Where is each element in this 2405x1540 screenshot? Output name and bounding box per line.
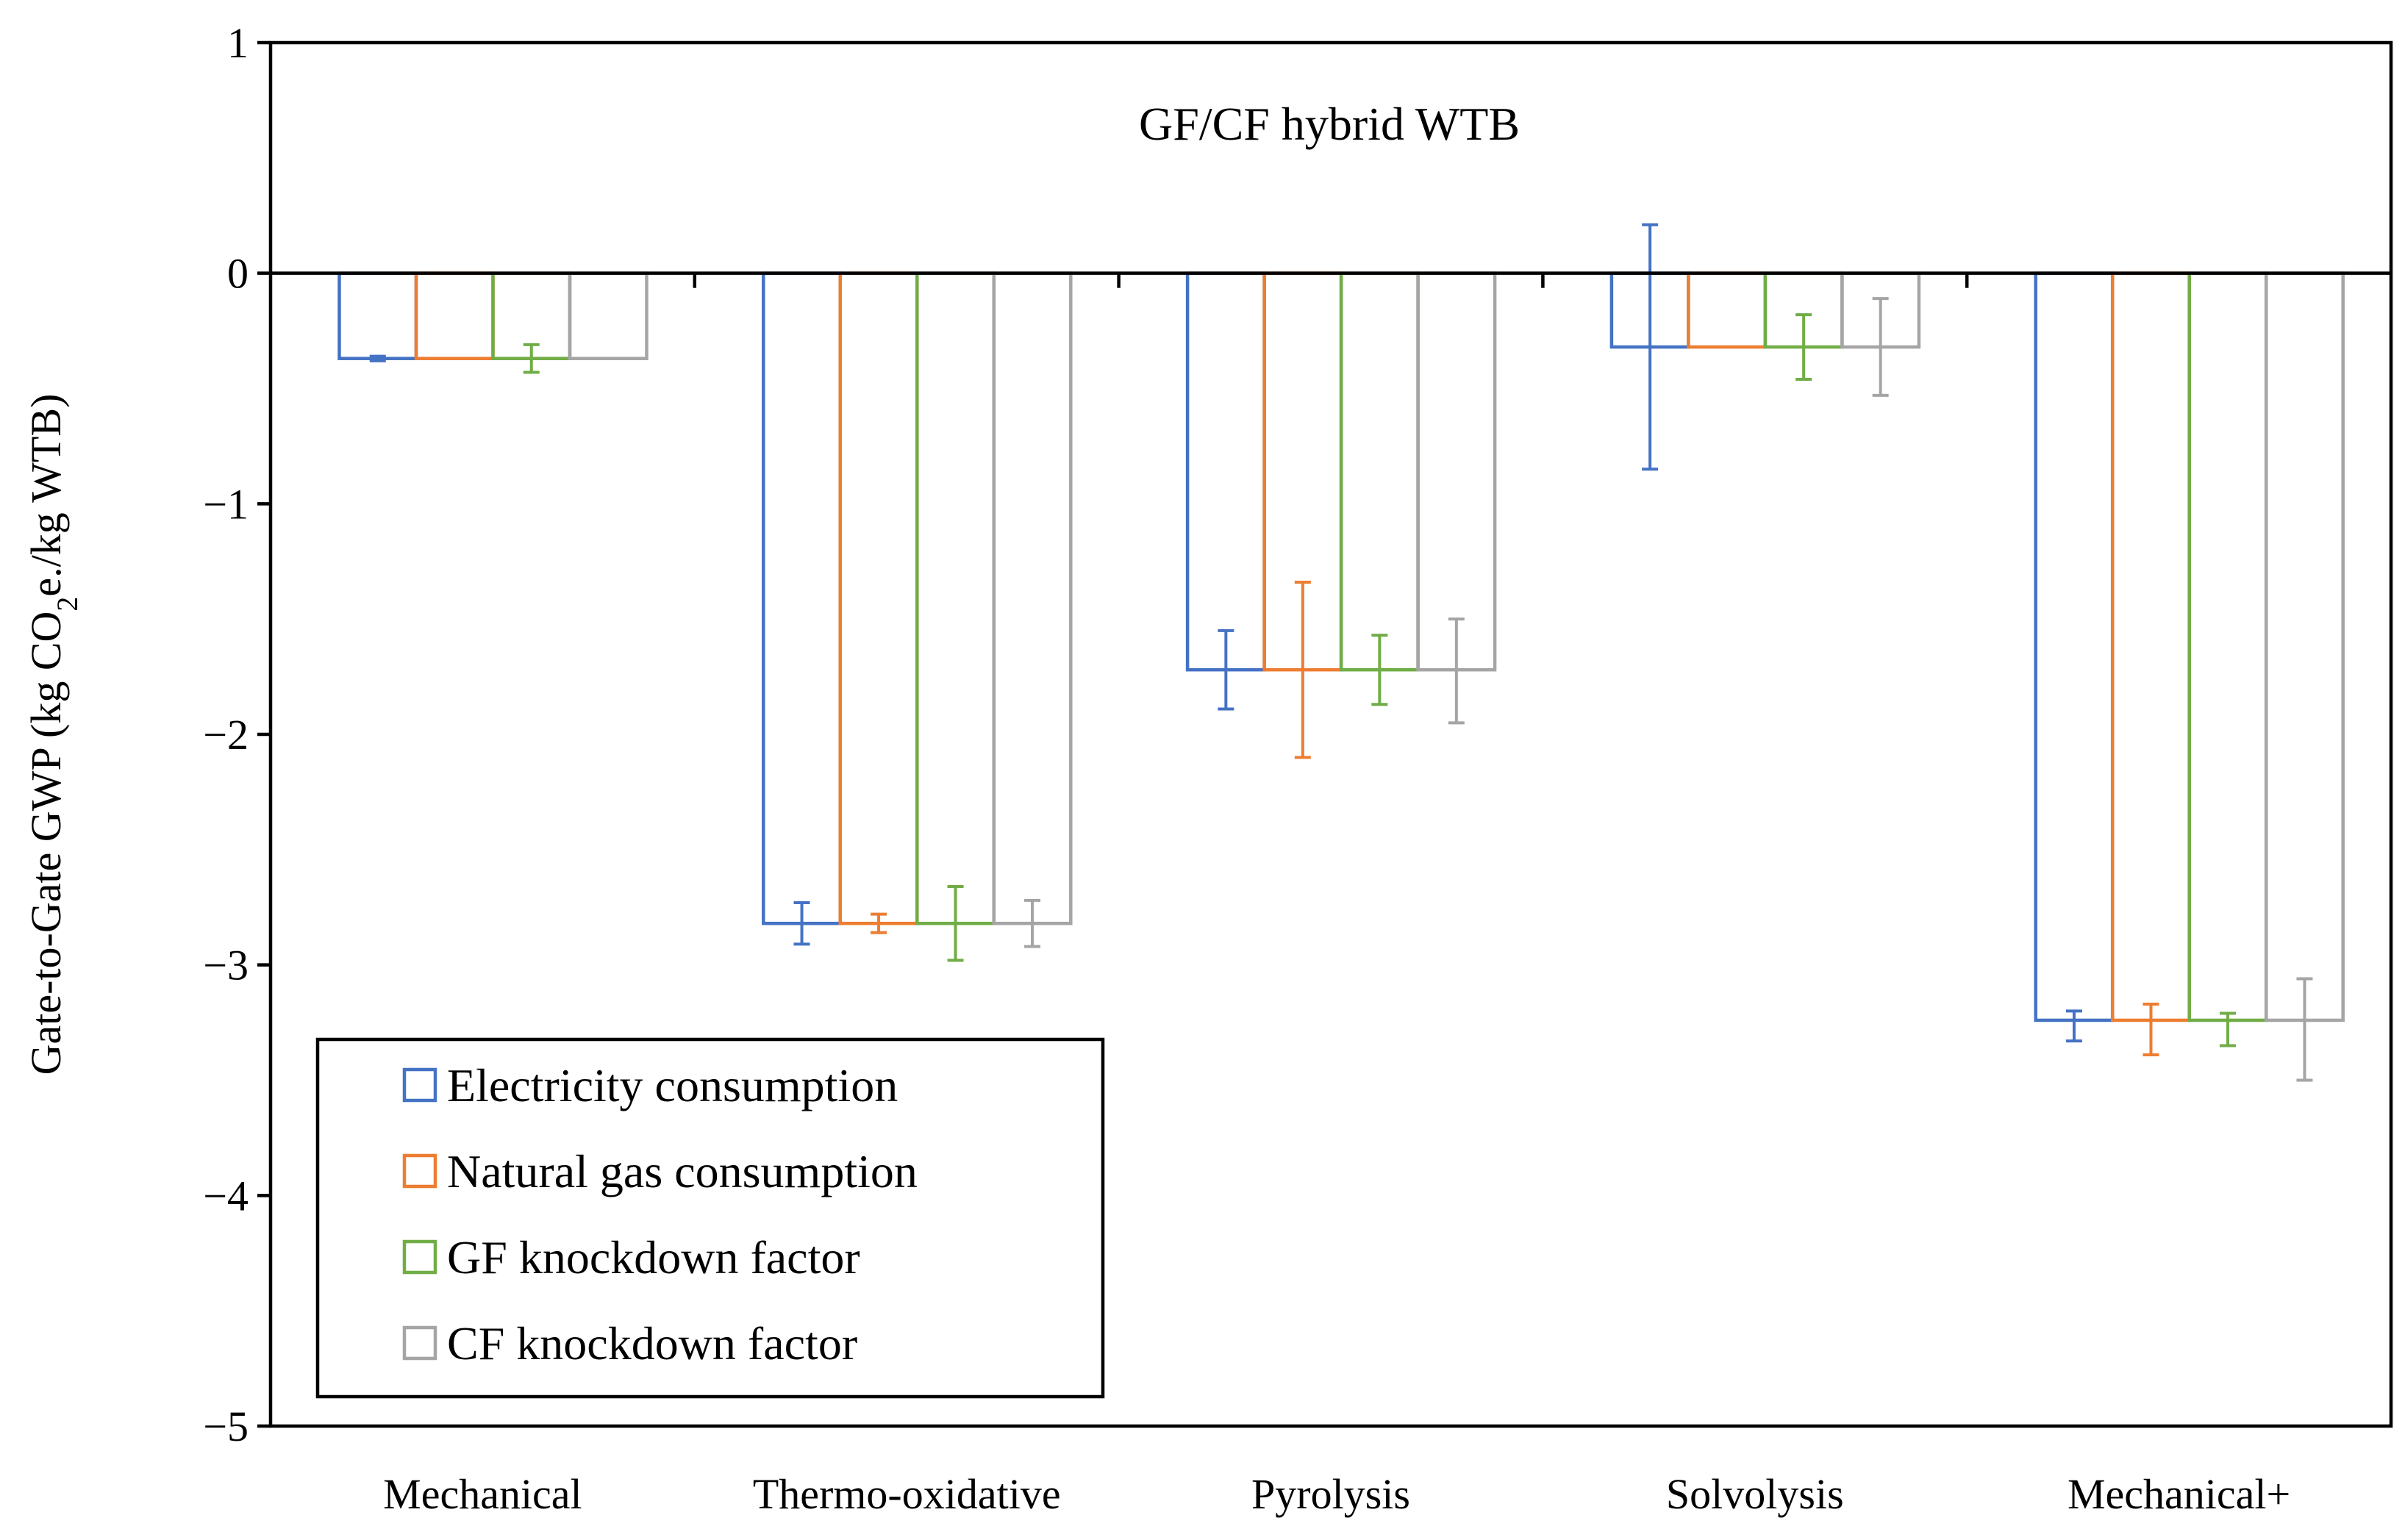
x-category-label: Mechanical xyxy=(383,1470,582,1518)
chart-title: GF/CF hybrid WTB xyxy=(1139,98,1520,150)
legend-label: GF knockdown factor xyxy=(447,1231,860,1283)
x-category-label: Thermo-oxidative xyxy=(753,1470,1061,1518)
legend-label: Natural gas consumption xyxy=(447,1145,918,1197)
y-tick-label: 0 xyxy=(227,250,249,298)
axes-layer xyxy=(257,40,2393,1428)
y-tick-label: −4 xyxy=(203,1172,249,1220)
legend-swatch-natural-gas-consumption xyxy=(402,1153,437,1189)
legend-label: Electricity consumption xyxy=(447,1059,898,1111)
legend-label: CF knockdown factor xyxy=(447,1317,857,1369)
y-tick-label: −1 xyxy=(203,480,249,528)
y-tick-label: −5 xyxy=(203,1403,249,1450)
y-tick-label: −2 xyxy=(203,711,249,759)
y-tick-label: 1 xyxy=(227,19,249,67)
legend-box xyxy=(315,1037,1105,1399)
labels-layer: 1 0 −1 −2 −3 −4 −5 Mechanical Thermo-oxidative Py… xyxy=(22,19,2290,1518)
y-axis-label-subscript: 2 xyxy=(51,597,84,612)
legend-swatch-electricity-consumption xyxy=(402,1067,437,1103)
legend-swatch-gf-knockdown-factor xyxy=(402,1239,437,1275)
x-category-label: Pyrolysis xyxy=(1251,1470,1410,1518)
legend: Electricity consumption Natural gas consu… xyxy=(315,1037,1105,1399)
y-axis-label: Gate-to-Gate GWP (kg CO2e./kg WTB) xyxy=(22,394,84,1075)
y-axis-label-suffix: e./kg WTB) xyxy=(22,394,70,597)
y-axis-label-prefix: Gate-to-Gate GWP (kg CO xyxy=(22,612,70,1075)
legend-swatch-cf-knockdown-factor xyxy=(402,1325,437,1361)
x-category-label: Mechanical+ xyxy=(2068,1470,2290,1518)
x-category-label: Solvolysis xyxy=(1666,1470,1844,1518)
y-tick-label: −3 xyxy=(203,942,249,989)
